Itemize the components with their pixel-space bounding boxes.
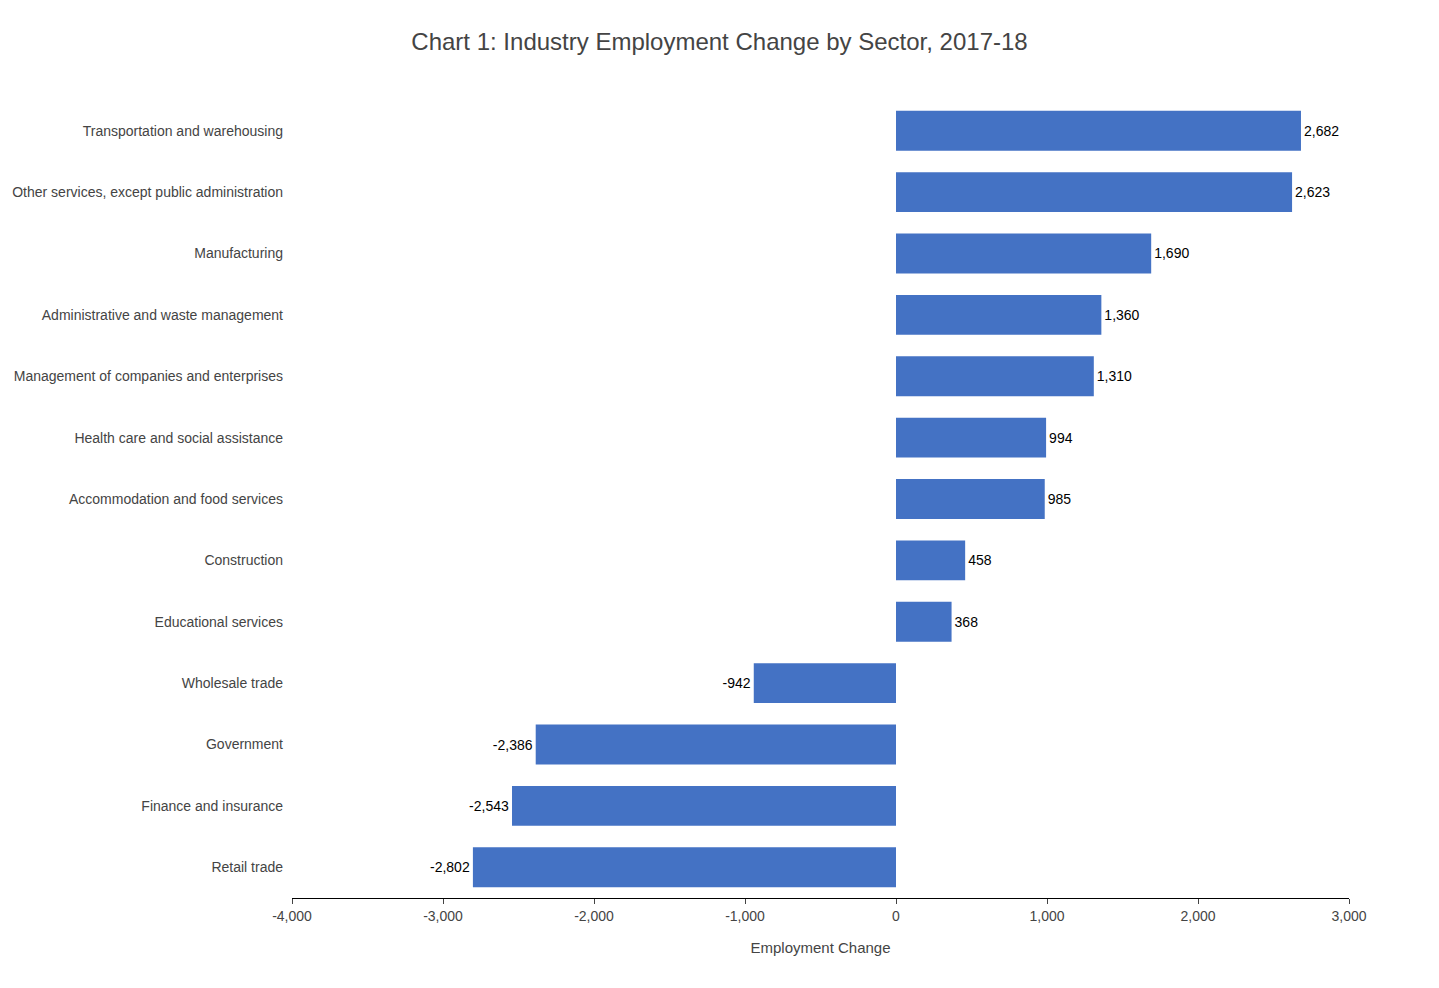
svg-text:1,360: 1,360 bbox=[1104, 307, 1139, 323]
svg-text:Manufacturing: Manufacturing bbox=[194, 245, 283, 261]
svg-text:985: 985 bbox=[1048, 491, 1072, 507]
svg-text:2,682: 2,682 bbox=[1304, 123, 1339, 139]
svg-text:Management of companies and en: Management of companies and enterprises bbox=[14, 368, 283, 384]
svg-text:Health care and social assista: Health care and social assistance bbox=[74, 430, 283, 446]
svg-text:Chart 1: Industry Employment C: Chart 1: Industry Employment Change by S… bbox=[411, 28, 1027, 55]
svg-text:2,623: 2,623 bbox=[1295, 184, 1330, 200]
svg-text:1,690: 1,690 bbox=[1154, 245, 1189, 261]
svg-text:-2,000: -2,000 bbox=[574, 908, 614, 924]
svg-text:-4,000: -4,000 bbox=[272, 908, 312, 924]
svg-text:Employment Change: Employment Change bbox=[750, 939, 890, 956]
svg-text:-1,000: -1,000 bbox=[725, 908, 765, 924]
svg-text:Construction: Construction bbox=[204, 552, 283, 568]
svg-text:Transportation and warehousing: Transportation and warehousing bbox=[83, 123, 283, 139]
svg-text:-3,000: -3,000 bbox=[423, 908, 463, 924]
svg-text:994: 994 bbox=[1049, 430, 1073, 446]
svg-text:-2,386: -2,386 bbox=[493, 737, 533, 753]
svg-text:3,000: 3,000 bbox=[1331, 908, 1366, 924]
svg-text:Other services, except public: Other services, except public administra… bbox=[12, 184, 283, 200]
svg-text:-942: -942 bbox=[723, 675, 751, 691]
svg-text:-2,802: -2,802 bbox=[430, 859, 470, 875]
svg-text:Retail trade: Retail trade bbox=[211, 859, 283, 875]
svg-text:Accommodation and food service: Accommodation and food services bbox=[69, 491, 283, 507]
svg-text:2,000: 2,000 bbox=[1180, 908, 1215, 924]
svg-text:Finance and insurance: Finance and insurance bbox=[141, 798, 283, 814]
svg-text:368: 368 bbox=[955, 614, 979, 630]
svg-text:1,310: 1,310 bbox=[1097, 368, 1132, 384]
svg-text:-2,543: -2,543 bbox=[469, 798, 509, 814]
svg-text:Administrative and waste manag: Administrative and waste management bbox=[42, 307, 283, 323]
svg-text:Educational services: Educational services bbox=[155, 614, 283, 630]
svg-text:1,000: 1,000 bbox=[1029, 908, 1064, 924]
svg-text:458: 458 bbox=[968, 552, 992, 568]
svg-text:0: 0 bbox=[892, 908, 900, 924]
svg-text:Government: Government bbox=[206, 736, 283, 752]
svg-text:Wholesale trade: Wholesale trade bbox=[182, 675, 283, 691]
